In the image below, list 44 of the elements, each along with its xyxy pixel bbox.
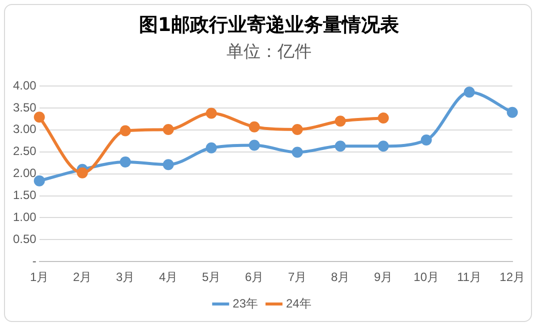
- y-tick-label: 2.50: [12, 144, 37, 158]
- chart-title: 图1邮政行业寄递业务量情况表: [138, 13, 400, 38]
- point: [378, 112, 389, 124]
- x-tick-label: 3月: [116, 270, 135, 284]
- point: [464, 86, 475, 98]
- x-tick-label: 12月: [500, 270, 526, 284]
- point: [506, 106, 518, 118]
- y-tick-label: 0.50: [12, 232, 37, 246]
- x-tick-label: 1月: [30, 270, 49, 284]
- point: [420, 134, 432, 146]
- y-tick-label: 2.00: [12, 166, 37, 180]
- legend-label: 23年: [232, 296, 258, 310]
- x-tick-label: 11月: [457, 270, 482, 284]
- legend-label: 24年: [286, 296, 312, 310]
- point: [34, 112, 45, 123]
- point: [334, 116, 346, 127]
- point: [76, 167, 88, 178]
- x-tick-label: 8月: [330, 270, 350, 284]
- x-tick-label: 5月: [202, 270, 221, 284]
- chart-subtitle: 单位：亿件: [226, 41, 312, 63]
- point: [120, 156, 131, 168]
- point: [248, 121, 260, 132]
- point: [334, 140, 346, 152]
- y-tick-label: 4.00: [12, 78, 37, 92]
- point: [378, 140, 389, 152]
- point: [162, 124, 174, 135]
- y-tick-label: 3.50: [12, 100, 37, 114]
- point: [292, 124, 303, 135]
- point: [206, 108, 217, 119]
- y-tick-label: 1.50: [12, 188, 37, 202]
- point: [292, 146, 303, 158]
- point: [206, 142, 217, 154]
- x-tick-label: 10月: [414, 270, 440, 284]
- x-tick-label: 6月: [245, 270, 264, 284]
- point: [120, 125, 131, 136]
- x-tick-label: 2月: [73, 270, 92, 284]
- point: [162, 159, 174, 170]
- x-tick-label: 7月: [288, 270, 307, 284]
- y-tick-label: 1.00: [12, 210, 37, 224]
- x-tick-label: 4月: [159, 270, 178, 284]
- point: [248, 140, 260, 151]
- y-tick-label: 3.00: [12, 122, 37, 136]
- x-tick-label: 9月: [374, 270, 393, 284]
- y-tick-label: -: [32, 254, 36, 268]
